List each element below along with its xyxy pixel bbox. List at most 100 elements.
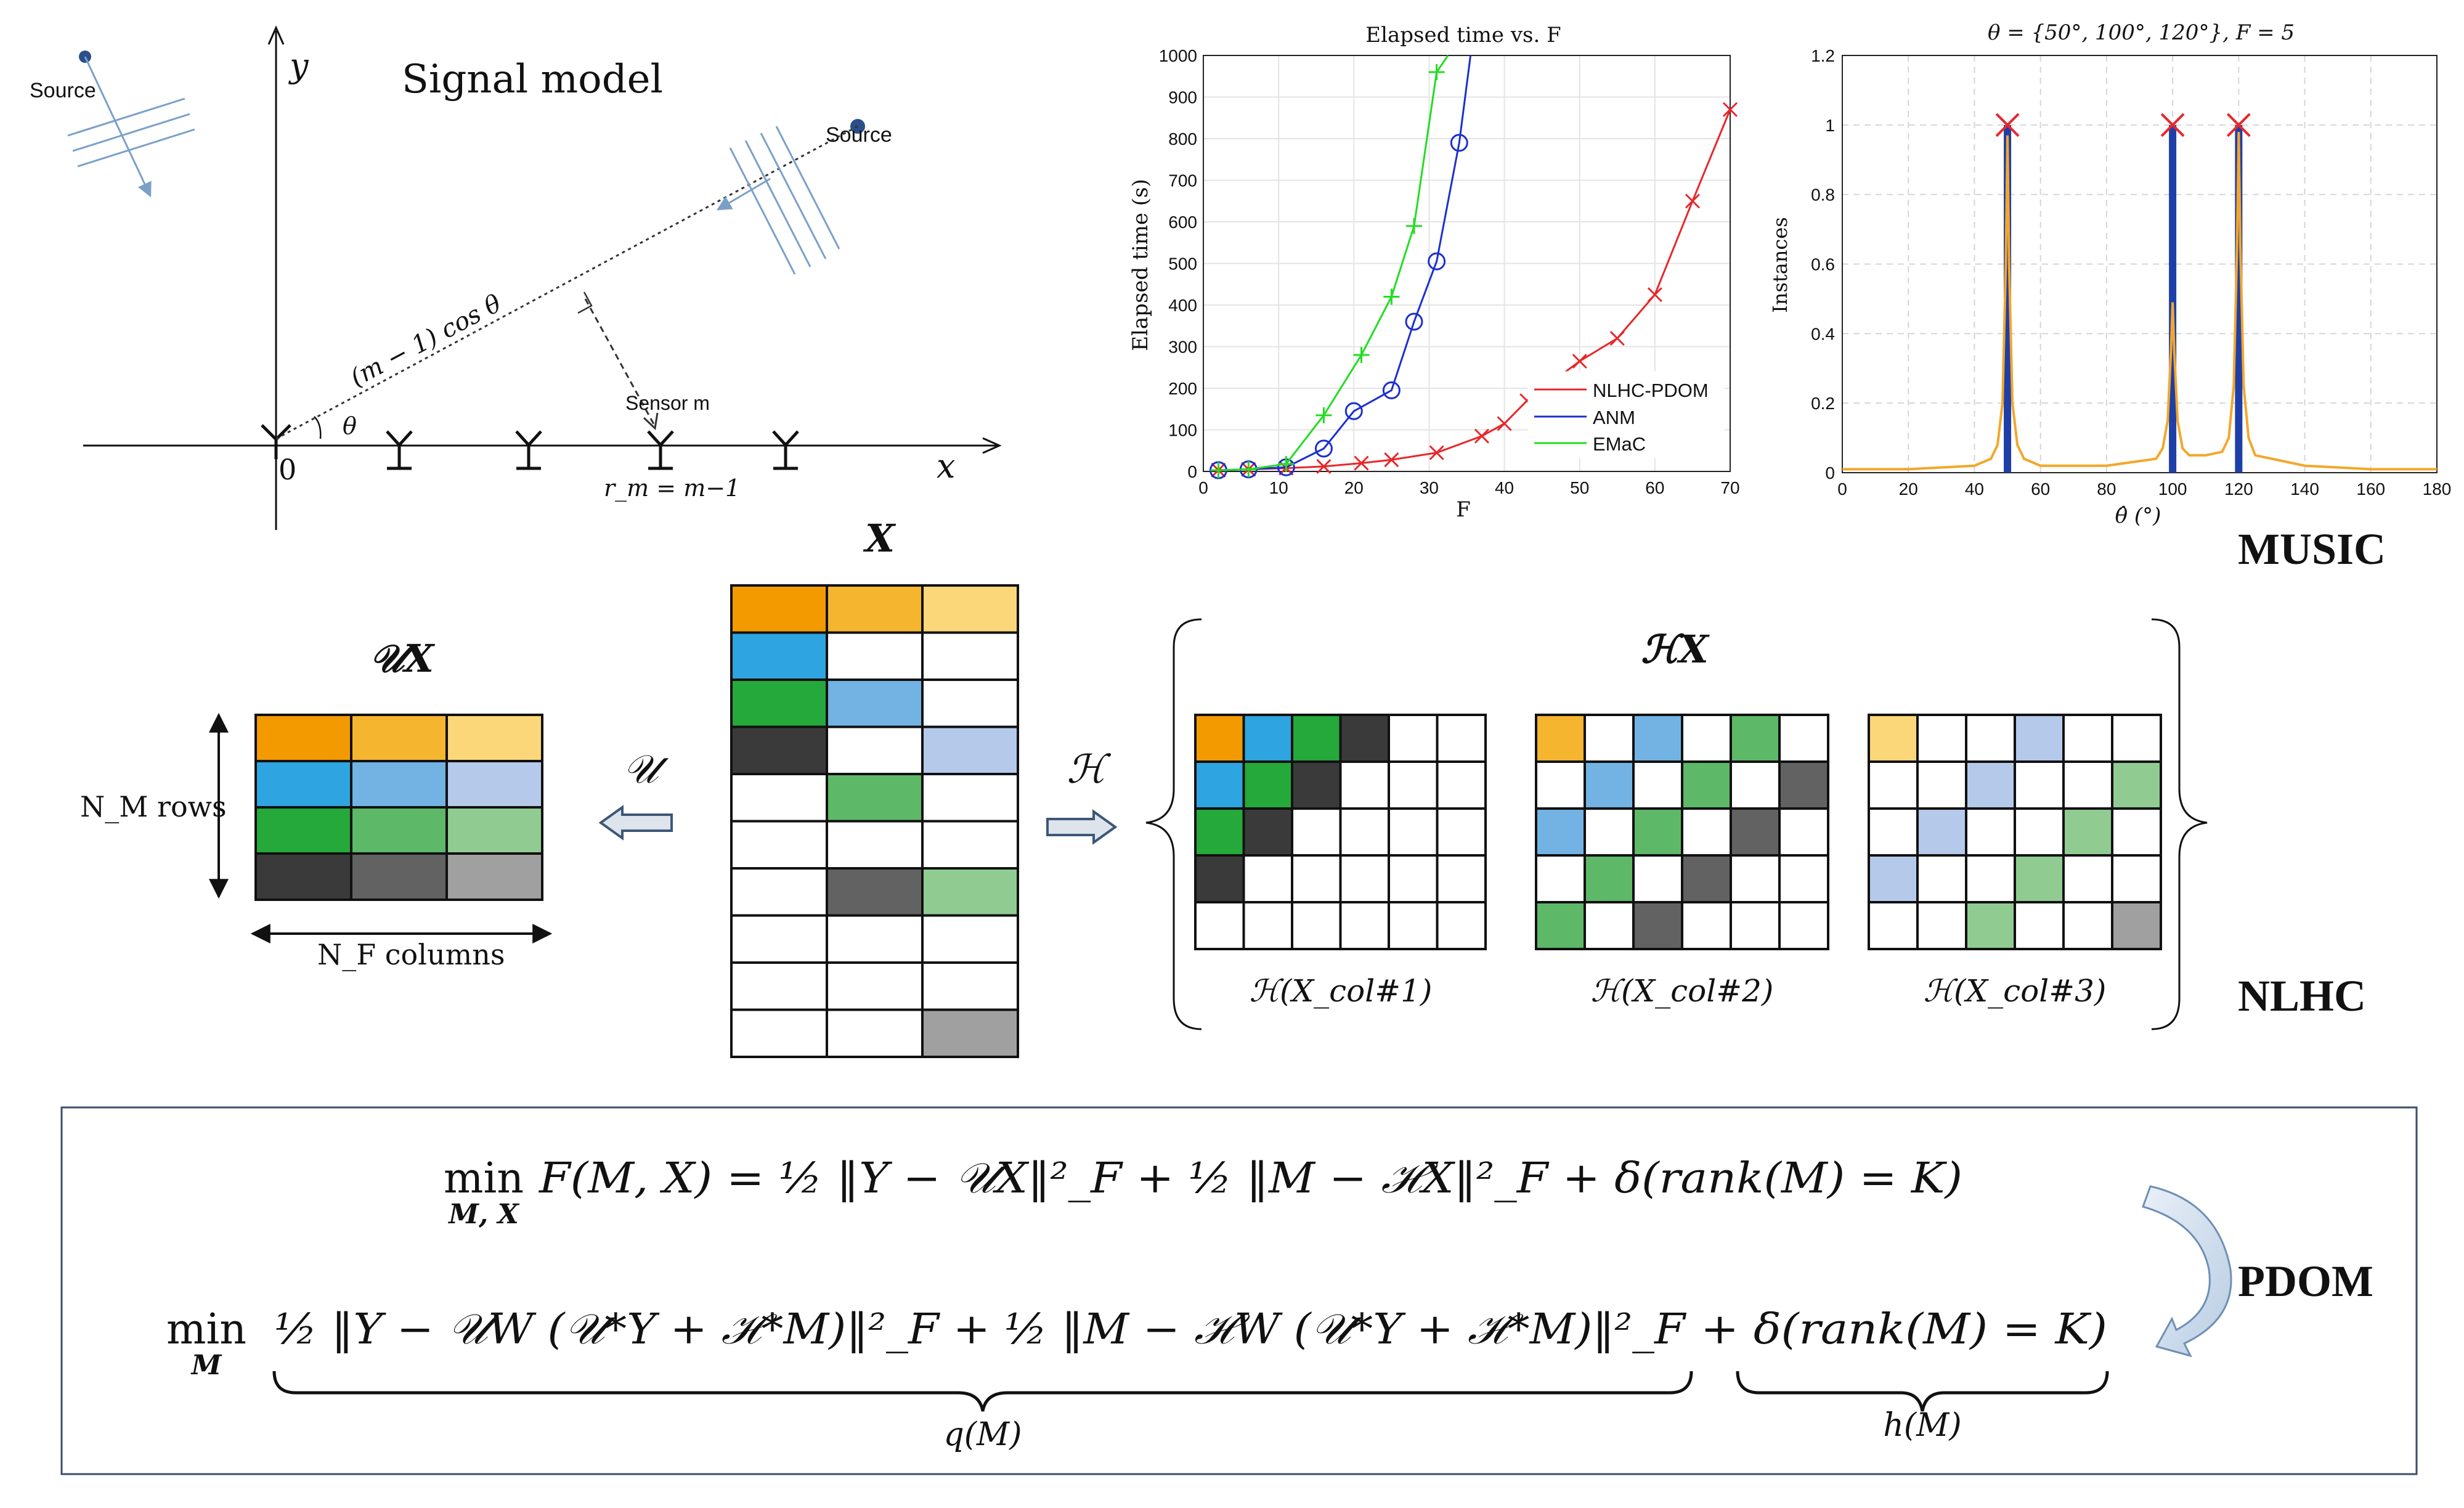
data-point-marker [1429,445,1444,460]
matrix-cell [1436,714,1487,763]
hankel-matrix-col3 [1868,714,2162,950]
wave-direction-left-arrow [84,56,152,198]
data-point-marker [1314,439,1333,458]
matrix-cell [1584,714,1635,763]
matrix-cell [730,679,828,728]
matrix-cell [1778,901,1829,950]
x-axis-arrowhead [982,437,1002,454]
matrix-cell [2014,714,2065,763]
matrix-cell [1388,901,1439,950]
sensor-antenna-icon [261,424,291,459]
matrix-cell [1194,901,1245,950]
matrix-cell [445,852,543,901]
y-tick-label: 1000 [1159,46,1197,65]
matrix-cell [1965,760,2016,810]
y-tick-label: 0.8 [1811,185,1835,205]
x-tick-label: 30 [1420,478,1439,497]
data-point-marker [1609,330,1625,346]
matrix-cell [1291,901,1342,950]
matrix-cell [2062,901,2113,950]
matrix-cell [730,961,828,1011]
wave-direction-right-arrow [716,177,771,211]
matrix-cell [1584,854,1635,903]
matrix-cell [1194,807,1245,857]
data-point-marker [1384,452,1399,468]
matrix-cell [1242,807,1293,857]
true-doa-marker [1995,113,2020,137]
matrix-cell [1194,760,1245,810]
elapsed-chart-frame [1203,55,1731,472]
matrix-cell [826,725,924,775]
hx-left-brace [1145,618,1202,1030]
matrix-cell [2111,807,2162,857]
data-point-marker [1344,402,1363,420]
elapsed-chart-x-ticks: 0 10 20 30 40 50 60 70 [1198,478,1739,497]
matrix-cell [730,867,828,917]
x-tick-label: 80 [2097,479,2116,499]
hankel-col3-label: ℋ(X_col#3) [1924,973,2107,1009]
music-chart-grid [1842,55,2438,473]
matrix-cell [921,679,1019,728]
matrix-cell [350,760,448,809]
hankel-matrix-col2 [1535,714,1829,950]
matrix-cell [921,584,1019,634]
data-point-marker [1474,428,1489,444]
sensor-m-label: Sensor m [625,392,710,414]
data-point-marker [1240,461,1257,478]
matrix-cell [1291,760,1342,810]
matrix-cell [730,820,828,870]
matrix-cell [1632,807,1683,857]
elapsed-chart-title: Elapsed time vs. F [1365,23,1561,47]
y-tick-label: 200 [1168,379,1197,398]
matrix-cell [730,631,828,681]
music-chart-frame [1842,55,2438,473]
matrix-cell [1730,760,1781,810]
matrix-cell [1436,807,1487,857]
matrix-cell [1916,854,1967,903]
data-point-marker [1278,455,1295,472]
matrix-cell [1730,807,1781,857]
u-operator-arrow-icon [598,805,673,841]
formula2-subscript: M [190,1350,222,1381]
data-point-marker [1722,102,1738,117]
optimization-box: min M, X F(M, X) = ½ ‖Y − 𝒰X‖²_F + ½ ‖M … [60,1106,2418,1475]
data-point-marker [1354,455,1369,471]
formula1-body: F(M, X) = ½ ‖Y − 𝒰X‖²_F + ½ ‖M − ℋX‖²_F … [538,1154,1962,1203]
u-operator-label: 𝒰 [623,747,669,793]
y-tick-label: 1 [1825,116,1835,135]
matrix-cell [1868,807,1919,857]
data-point-marker [1685,194,1700,209]
matrix-cell [1242,760,1293,810]
curved-flow-arrow-icon [2142,1185,2232,1358]
music-spectrum-line [1842,132,2437,471]
matrix-cell [730,725,828,775]
matrix-cell [254,852,352,901]
y-tick-label: 0.2 [1811,394,1835,413]
elapsed-chart-y-ticks: 0 100 200 300 400 500 600 700 800 900 1000 [1159,46,1197,481]
source-left-label: Source [30,79,96,102]
y-tick-label: 100 [1168,421,1197,440]
matrix-section: X 𝒰X N_M rows N_F columns 𝒰 ℋ ℋX ℋ(X_col… [80,516,2366,1058]
projection-line [584,298,656,426]
x-tick-label: 120 [2224,479,2253,499]
x-tick-label: 0 [1837,479,1847,499]
sensor-antenna-icon [647,430,674,470]
true-doa-marker [2160,113,2185,137]
origin-label: 0 [279,453,296,486]
music-chart-title: θ = {50°, 100°, 120°}, F = 5 [1988,20,2295,45]
y-axis-arrowhead [267,25,285,45]
signal-model-title: Signal model [402,57,663,102]
matrix-cell [1436,854,1487,903]
formula1-subscript: M, X [447,1199,519,1230]
matrix-cell [1681,714,1732,763]
matrix-cell [1584,760,1635,810]
h-underbrace [1736,1371,2109,1412]
y-tick-label: 700 [1168,171,1197,190]
angle-label: θ [343,412,357,439]
matrix-cell [1681,807,1732,857]
matrix-cell [921,631,1019,681]
matrix-cell [921,773,1019,823]
propagation-line [275,125,858,440]
matrix-cell [254,714,352,762]
